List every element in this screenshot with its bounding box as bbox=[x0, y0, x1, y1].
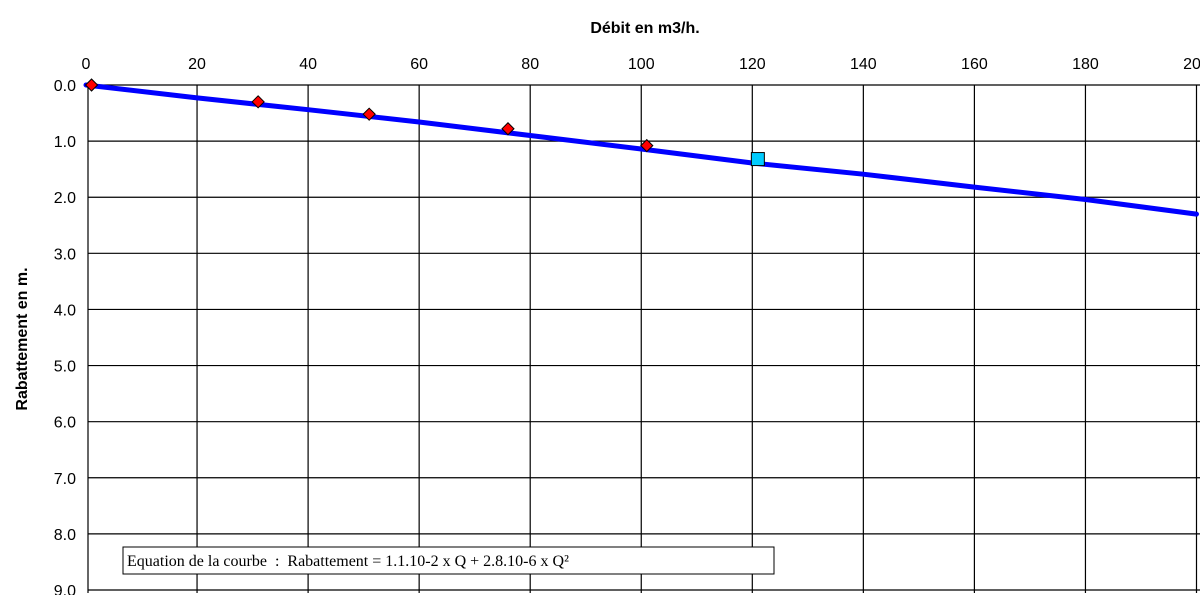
y-tick-labels: 0.0 1.0 2.0 3.0 4.0 5.0 6.0 7.0 8.0 9.0 bbox=[54, 78, 76, 595]
y-tick-label: 7.0 bbox=[54, 471, 76, 488]
x-tick-label: 60 bbox=[410, 56, 428, 73]
y-tick-label: 4.0 bbox=[54, 302, 76, 319]
x-tick-label: 40 bbox=[299, 56, 317, 73]
y-tick-label: 3.0 bbox=[54, 246, 76, 263]
highlight-point-square bbox=[750, 152, 765, 167]
y-tick-label: 2.0 bbox=[54, 190, 76, 207]
y-tick-label: 5.0 bbox=[54, 359, 76, 376]
equation-box-frame bbox=[122, 546, 775, 575]
x-tick-label: 100 bbox=[628, 56, 655, 73]
measured-point-diamond bbox=[640, 138, 654, 153]
x-tick-label: 20 bbox=[188, 56, 206, 73]
x-tick-label: 120 bbox=[739, 56, 766, 73]
x-tick-label: 140 bbox=[850, 56, 877, 73]
grid-lines bbox=[87, 84, 1200, 593]
measured-point-diamond bbox=[362, 107, 376, 121]
equation-text: Equation de la courbe : Rabattement = 1.… bbox=[127, 553, 569, 570]
equation-box: Equation de la courbe : Rabattement = 1.… bbox=[122, 546, 775, 575]
x-tick-labels: 0 20 40 60 80 100 120 140 160 180 200 bbox=[82, 56, 1200, 73]
x-axis-title: Débit en m3/h. bbox=[590, 20, 699, 37]
y-tick-label: 6.0 bbox=[54, 415, 76, 432]
y-tick-label: 1.0 bbox=[54, 134, 76, 151]
y-tick-label: 0.0 bbox=[54, 78, 76, 95]
x-tick-label: 200 bbox=[1183, 56, 1200, 73]
y-tick-label: 8.0 bbox=[54, 527, 76, 544]
measured-point-diamond bbox=[84, 78, 99, 92]
x-tick-label: 160 bbox=[961, 56, 988, 73]
series-layer bbox=[83, 78, 1199, 217]
y-tick-label: 9.0 bbox=[54, 583, 76, 595]
x-tick-label: 80 bbox=[521, 56, 539, 73]
fitted-curve-line bbox=[83, 82, 1199, 217]
x-tick-label: 180 bbox=[1072, 56, 1099, 73]
measured-point-diamond bbox=[251, 95, 265, 109]
measured-point-diamond bbox=[501, 122, 515, 136]
x-tick-label: 0 bbox=[82, 56, 91, 73]
y-axis-title: Rabattement en m. bbox=[14, 267, 31, 410]
